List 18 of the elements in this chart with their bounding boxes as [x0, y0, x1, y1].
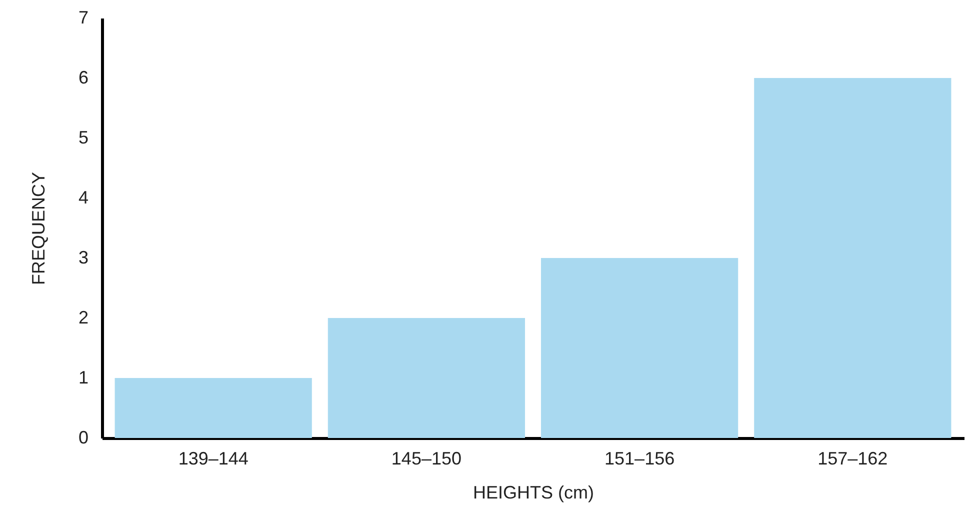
y-tick-label: 7 [78, 8, 88, 28]
y-axis-title: FREQUENCY [28, 172, 48, 286]
bar [754, 78, 952, 438]
y-tick-label: 0 [78, 428, 88, 448]
y-tick-label: 2 [78, 308, 88, 328]
x-tick-label: 145–150 [391, 448, 462, 468]
bar [540, 258, 738, 438]
x-axis-title: HEIGHTS (cm) [473, 482, 594, 502]
x-tick-label: 157–162 [818, 448, 888, 468]
y-tick-label: 4 [78, 188, 88, 208]
x-tick-label: 151–156 [604, 448, 675, 468]
bar [328, 318, 526, 438]
y-tick-label: 5 [78, 128, 88, 148]
bar [114, 378, 312, 438]
y-tick-label: 6 [78, 68, 88, 88]
y-tick-label: 1 [78, 368, 88, 388]
y-tick-label: 3 [78, 248, 88, 268]
x-tick-label: 139–144 [178, 448, 248, 468]
